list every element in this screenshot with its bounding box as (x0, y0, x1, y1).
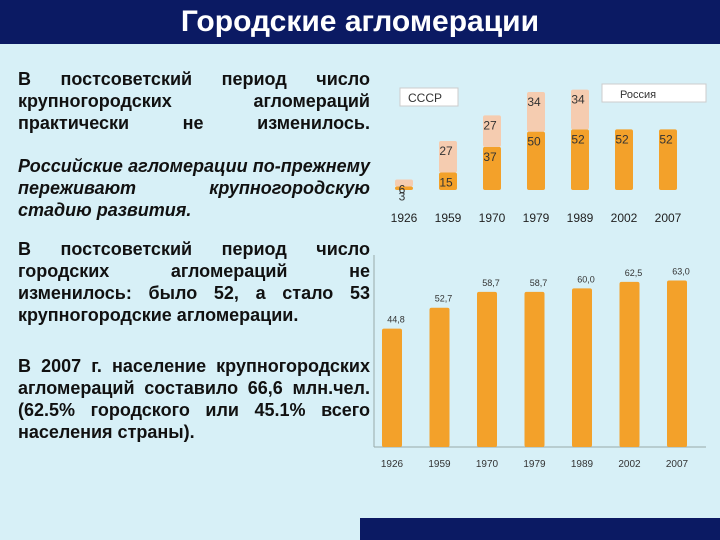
year-tick-label: 1979 (523, 211, 550, 225)
year-tick-label: 2002 (611, 211, 638, 225)
count-label-lower: 3 (399, 190, 406, 204)
count-bar-upper (571, 89, 589, 130)
year-tick-label: 2007 (666, 459, 689, 470)
count-bar-lower (483, 146, 501, 190)
agglomerations-count-chart: СССР Россия 36 1926 15 27 1959 37 27 1970 50 34 1979… (391, 83, 707, 225)
russia-label-box (601, 83, 707, 103)
share-bar (524, 291, 545, 447)
share-value-label: 63,0 (672, 267, 690, 277)
share-value-label: 44,8 (387, 315, 405, 325)
title-bar: Городские агломерации (0, 0, 720, 44)
count-bar-lower (395, 186, 413, 190)
year-tick-label: 1926 (391, 211, 418, 225)
count-bar-upper (439, 141, 457, 173)
count-label-lower: 50 (527, 135, 541, 149)
share-bar (429, 307, 450, 447)
paragraph-2: Российские агломерации по-прежнему переж… (18, 156, 370, 220)
year-tick-label: 1959 (435, 211, 462, 225)
ussr-label: СССР (408, 91, 442, 105)
share-bar (667, 280, 687, 447)
paragraph-3: В постсоветский период число городских а… (18, 239, 370, 325)
population-share-chart: 44,8 1926 52,7 1959 58,7 1970 58,7 1979 60,0 1989… (373, 255, 706, 470)
slide-title: Городские агломерации (180, 5, 540, 38)
year-tick-label: 1970 (476, 459, 499, 470)
share-value-label: 62,5 (625, 268, 643, 278)
count-label-lower: 52 (571, 132, 585, 146)
count-label-upper: 6 (399, 183, 406, 197)
count-bar-upper (395, 179, 413, 187)
count-label-upper: 34 (571, 93, 585, 107)
count-label-lower: 37 (483, 150, 497, 164)
share-value-label: 60,0 (577, 274, 595, 284)
share-bar (619, 281, 640, 447)
count-bar-lower (439, 172, 457, 190)
count-label-upper: 27 (439, 144, 453, 158)
year-tick-label: 1926 (381, 459, 404, 470)
count-bar-lower (615, 129, 633, 190)
year-tick-label: 1970 (479, 211, 506, 225)
count-bar-lower (659, 129, 677, 190)
count-bar-upper (483, 115, 501, 147)
count-label-lower: 52 (615, 132, 629, 146)
count-label-upper: 27 (483, 118, 497, 132)
count-bar-lower (527, 131, 545, 190)
share-value-label: 58,7 (482, 278, 500, 288)
paragraph-4: В 2007 г. население крупногородских агло… (18, 356, 370, 442)
share-bar (477, 291, 497, 447)
share-value-label: 52,7 (435, 294, 453, 304)
russia-label: Россия (620, 89, 656, 101)
share-bar (572, 288, 592, 447)
count-bar-lower (571, 129, 589, 190)
paragraph-1: В постсоветский период число крупногород… (18, 69, 370, 133)
share-bar (382, 328, 402, 447)
year-tick-label: 1989 (567, 211, 594, 225)
year-tick-label: 1979 (523, 459, 546, 470)
count-bar-upper (527, 92, 545, 132)
bottom-bar (360, 518, 720, 540)
ussr-label-box (399, 87, 459, 107)
year-tick-label: 2007 (655, 211, 682, 225)
count-label-upper: 34 (527, 95, 541, 109)
count-label-lower: 52 (659, 132, 673, 146)
year-tick-label: 1959 (428, 459, 451, 470)
year-tick-label: 2002 (618, 459, 641, 470)
year-tick-label: 1989 (571, 459, 594, 470)
share-value-label: 58,7 (530, 278, 548, 288)
count-label-lower: 15 (439, 176, 453, 190)
